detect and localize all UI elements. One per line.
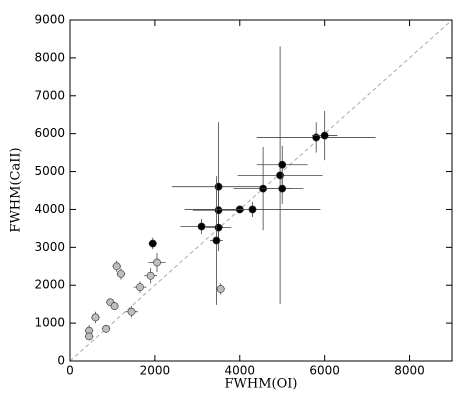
point xyxy=(278,184,287,193)
y-tick-label: 0 xyxy=(57,354,65,368)
point xyxy=(117,269,125,278)
y-tick-label: 8000 xyxy=(34,50,65,64)
point xyxy=(212,236,221,245)
one-to-one-line xyxy=(69,19,453,362)
y-axis-label: FWHM(CaII) xyxy=(9,147,24,232)
point xyxy=(102,324,110,333)
point xyxy=(248,205,257,214)
x-tick-label: 2000 xyxy=(140,364,171,378)
y-tick-label: 2000 xyxy=(34,278,65,292)
x-tick-label: 0 xyxy=(66,364,74,378)
plot-frame xyxy=(69,19,453,362)
point xyxy=(320,131,329,140)
y-tick-label: 9000 xyxy=(34,13,65,27)
point xyxy=(197,222,206,231)
y-tick-label: 4000 xyxy=(34,202,65,216)
point xyxy=(127,307,136,316)
y-tick-label: 7000 xyxy=(34,88,65,102)
x-tick-label: 6000 xyxy=(309,364,340,378)
point xyxy=(91,313,100,322)
point xyxy=(148,239,157,248)
y-tick-label: 3000 xyxy=(34,240,65,254)
point xyxy=(278,160,287,169)
point xyxy=(153,258,161,267)
point xyxy=(312,133,321,142)
x-tick-label: 4000 xyxy=(225,364,256,378)
point xyxy=(146,271,155,280)
y-tick-label: 5000 xyxy=(34,164,65,178)
point xyxy=(110,302,119,310)
y-tick-label: 1000 xyxy=(34,316,65,330)
x-tick-label: 8000 xyxy=(394,364,425,378)
point xyxy=(216,285,225,293)
point xyxy=(136,283,144,292)
point xyxy=(85,332,93,341)
x-axis-label: FWHM(OI) xyxy=(225,377,298,392)
point xyxy=(112,262,121,271)
y-tick-label: 6000 xyxy=(34,126,65,140)
